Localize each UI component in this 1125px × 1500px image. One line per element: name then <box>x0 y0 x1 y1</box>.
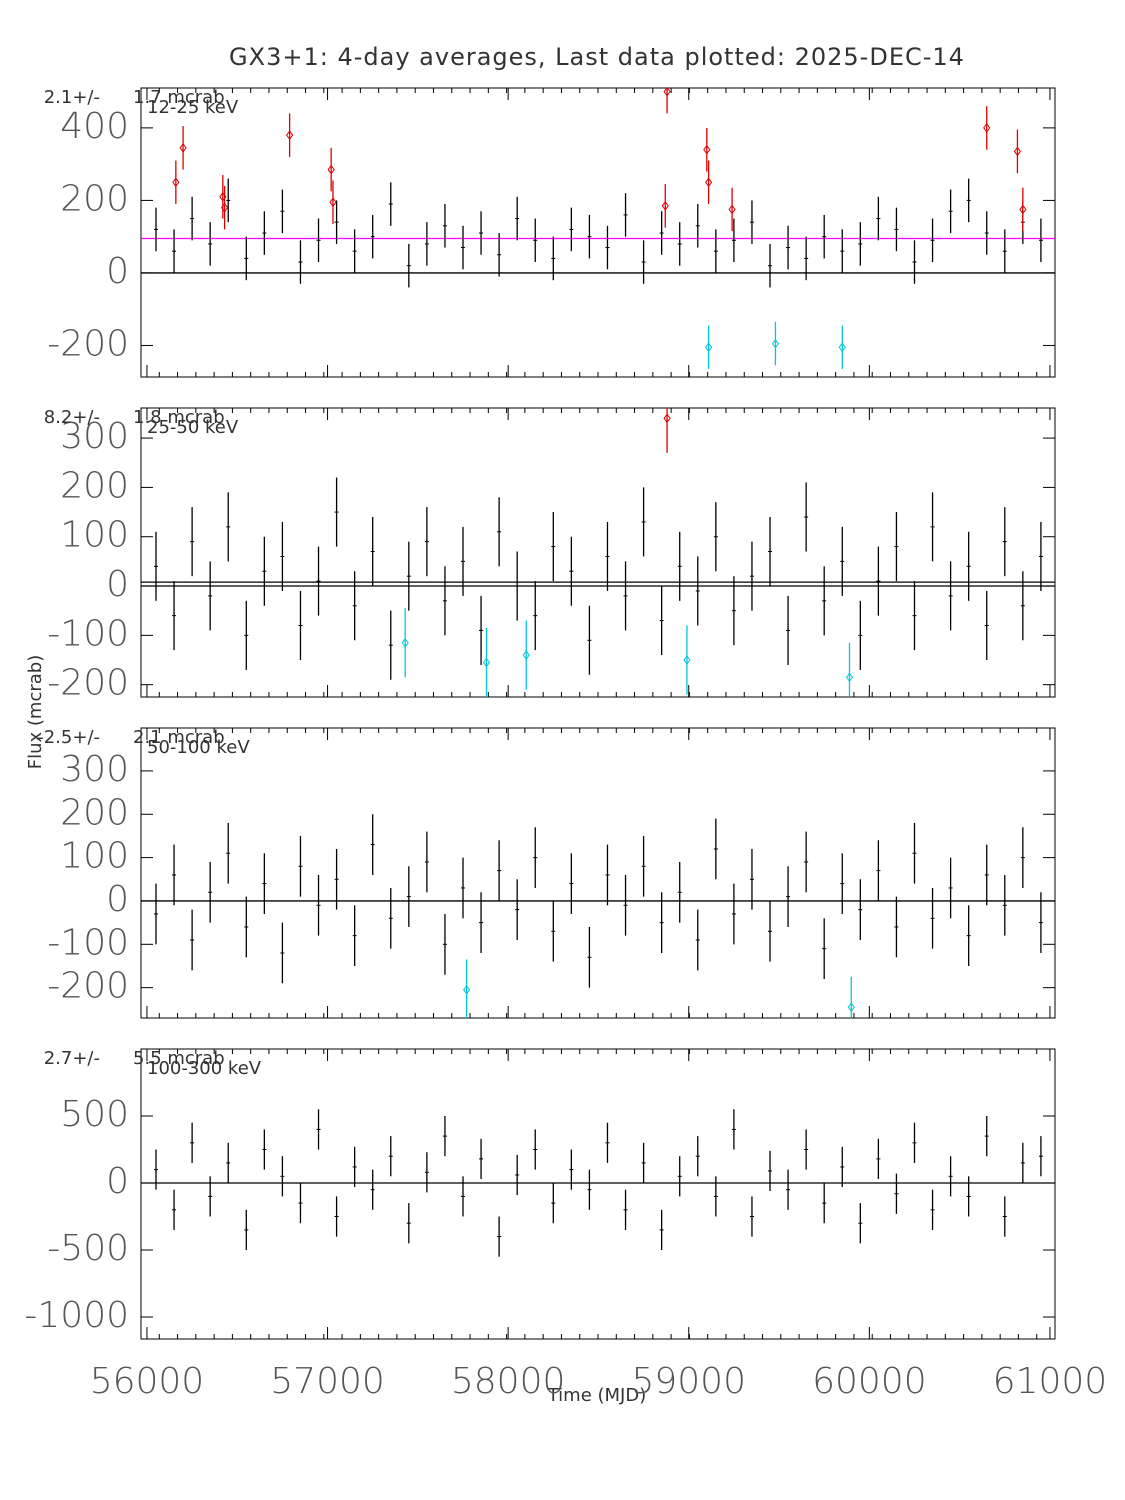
x-tick-label: 60000 <box>812 1361 927 1402</box>
y-tick-label: 0 <box>106 879 129 920</box>
data-point <box>179 142 187 153</box>
data-point <box>661 201 669 211</box>
x-axis-label: Time (MJD) <box>547 1385 647 1406</box>
y-tick-label: -200 <box>47 323 129 364</box>
data-point <box>401 637 409 648</box>
y-tick-label: 300 <box>60 749 129 790</box>
y-tick-label: 100 <box>60 836 129 877</box>
data-point <box>172 177 180 188</box>
data-point <box>728 204 736 215</box>
data-point <box>286 130 294 140</box>
y-tick-label: -500 <box>47 1228 129 1269</box>
data-point <box>522 650 530 660</box>
data-point <box>983 123 991 133</box>
y-tick-label: -100 <box>47 922 129 963</box>
x-tick-label: 56000 <box>90 1361 205 1402</box>
x-tick-label: 58000 <box>451 1361 566 1402</box>
chart-title: GX3+1: 4-day averages, Last data plotted… <box>229 43 965 71</box>
mean-error-text: 1.7 mcrab <box>133 87 225 108</box>
mean-text: 8.2+/- <box>44 407 100 428</box>
data-point <box>1019 204 1027 215</box>
y-tick-label: 200 <box>60 792 129 833</box>
data-point <box>663 413 671 424</box>
y-tick-label: 0 <box>106 1161 129 1202</box>
y-tick-label: -1000 <box>24 1295 129 1336</box>
data-point <box>704 342 713 353</box>
mean-text: 2.7+/- <box>44 1048 100 1069</box>
band-label: 100-300 keV <box>147 1058 262 1079</box>
plot-frame <box>140 407 1056 698</box>
y-tick-label: -200 <box>47 966 129 1007</box>
y-tick-label: -100 <box>47 613 129 654</box>
data-point <box>329 197 337 208</box>
y-tick-label: 400 <box>60 106 129 147</box>
y-tick-label: 200 <box>60 178 129 219</box>
data-point <box>771 338 780 349</box>
data-point <box>1013 146 1022 157</box>
y-tick-label: 200 <box>60 465 129 506</box>
band-label: 50-100 keV <box>147 737 250 758</box>
data-point <box>220 202 229 213</box>
data-point <box>683 655 691 665</box>
mean-text: -2.5+/- <box>37 727 100 748</box>
x-tick-label: 57000 <box>270 1361 385 1402</box>
band-label: 25-50 keV <box>147 417 239 438</box>
y-tick-label: 300 <box>60 416 129 457</box>
data-point <box>847 1002 855 1012</box>
x-tick-label: 61000 <box>993 1361 1108 1402</box>
band-label: 12-25 keV <box>147 97 239 118</box>
data-point <box>845 672 854 683</box>
data-point <box>462 984 471 995</box>
y-tick-label: 0 <box>106 251 129 292</box>
plot-frame <box>140 1048 1056 1340</box>
y-axis-label: Flux (mcrab) <box>25 655 46 769</box>
plot-frame <box>140 87 1056 378</box>
x-tick-label: 59000 <box>631 1361 746 1402</box>
data-point <box>327 164 335 175</box>
data-point <box>482 657 491 668</box>
data-point <box>704 177 713 188</box>
y-tick-label: 500 <box>60 1094 129 1135</box>
data-point <box>703 144 711 155</box>
mean-error-text: 1.8 mcrab <box>133 407 225 428</box>
data-point <box>838 342 846 353</box>
mean-text: 2.1+/- <box>44 87 100 108</box>
mean-error-text: 5.5 mcrab <box>133 1048 225 1069</box>
plot-frame <box>140 727 1056 1019</box>
y-tick-label: 100 <box>60 515 129 556</box>
y-tick-label: -200 <box>47 663 129 704</box>
mean-error-text: 2.1 mcrab <box>133 727 225 748</box>
data-point <box>663 86 671 97</box>
y-tick-label: 0 <box>106 564 129 605</box>
